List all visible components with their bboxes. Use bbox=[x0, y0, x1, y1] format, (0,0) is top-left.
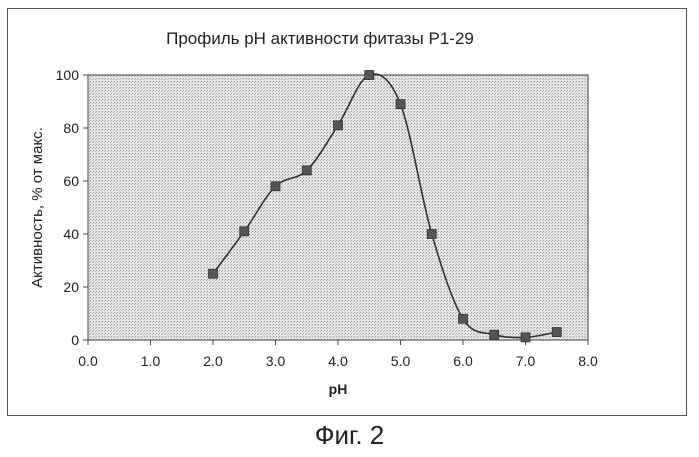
x-axis-ticks: 0.0 1.0 2.0 3.0 4.0 5.0 6.0 7.0 8.0 bbox=[78, 340, 598, 369]
chart-title: Профиль pH активности фитазы P1-29 bbox=[166, 29, 474, 48]
x-tick-label: 3.0 bbox=[266, 353, 286, 369]
y-tick-label: 60 bbox=[63, 173, 79, 189]
data-point-marker bbox=[209, 269, 218, 278]
x-tick-label: 1.0 bbox=[141, 353, 161, 369]
data-point-marker bbox=[396, 100, 405, 109]
data-point-marker bbox=[271, 182, 280, 191]
y-tick-label: 20 bbox=[63, 279, 79, 295]
x-tick-label: 8.0 bbox=[578, 353, 598, 369]
y-axis-label: Активность, % от макс. bbox=[29, 127, 46, 288]
data-point-marker bbox=[334, 121, 343, 130]
y-tick-label: 0 bbox=[71, 332, 79, 348]
x-tick-label: 4.0 bbox=[328, 353, 348, 369]
x-tick-label: 5.0 bbox=[391, 353, 411, 369]
data-point-marker bbox=[459, 314, 468, 323]
x-axis-label: pH bbox=[329, 381, 348, 397]
data-point-marker bbox=[490, 330, 499, 339]
x-tick-label: 6.0 bbox=[453, 353, 473, 369]
data-point-marker bbox=[302, 166, 311, 175]
y-tick-label: 40 bbox=[63, 226, 79, 242]
data-point-marker bbox=[365, 71, 374, 80]
plot-area bbox=[88, 75, 588, 340]
data-point-marker bbox=[552, 328, 561, 337]
x-tick-label: 2.0 bbox=[203, 353, 223, 369]
data-point-marker bbox=[521, 333, 530, 342]
y-axis-ticks: 0 20 40 60 80 100 bbox=[56, 67, 88, 348]
y-tick-label: 100 bbox=[56, 67, 80, 83]
y-tick-label: 80 bbox=[63, 120, 79, 136]
x-tick-label: 0.0 bbox=[78, 353, 98, 369]
figure-caption: Фиг. 2 bbox=[0, 420, 699, 451]
x-tick-label: 7.0 bbox=[516, 353, 536, 369]
data-point-marker bbox=[240, 227, 249, 236]
data-point-marker bbox=[427, 230, 436, 239]
